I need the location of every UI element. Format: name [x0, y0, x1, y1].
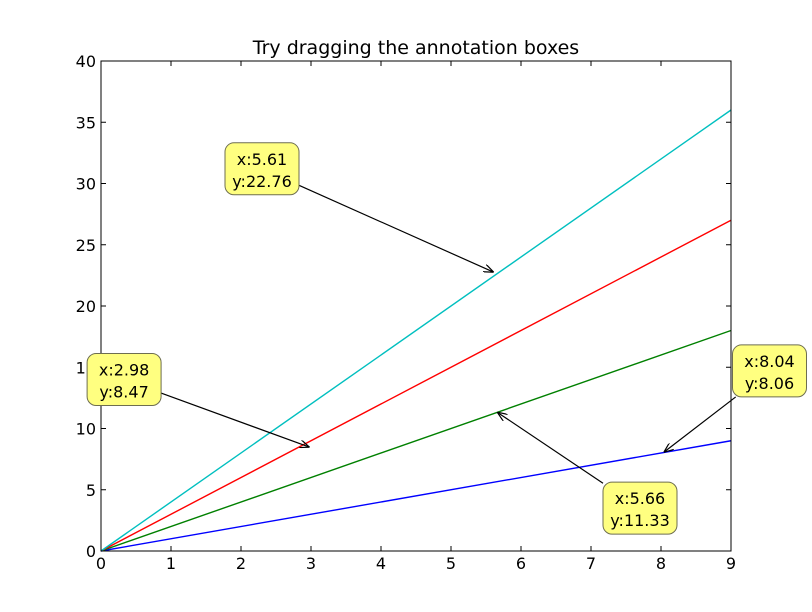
annotation-y-label: y:8.06	[745, 374, 794, 393]
y-tick-label: 10	[76, 420, 96, 439]
series-layer	[100, 109, 732, 552]
series-line-0	[100, 440, 732, 552]
annotation-box-2[interactable]: x:5.66 y:11.33	[497, 412, 678, 535]
annotation-arrow	[497, 412, 604, 484]
annotation-x-label: x:5.66	[615, 489, 665, 508]
y-tick-label: 35	[76, 113, 96, 132]
annotation-arrow	[298, 184, 494, 272]
x-tick-label: 7	[586, 554, 596, 573]
annotation-box-1[interactable]: x:2.98 y:8.47	[86, 353, 310, 448]
x-tick-label: 6	[516, 554, 526, 573]
plot-frame	[100, 60, 732, 552]
annotation-y-label: y:22.76	[232, 172, 292, 191]
annotation-box-bg[interactable]	[602, 481, 678, 535]
y-tick-label: 30	[76, 175, 96, 194]
annotation-y-label: y:11.33	[610, 511, 670, 530]
annotation-x-label: x:8.04	[744, 352, 794, 371]
annotation-layer[interactable]: x:5.61y:22.76x:2.98y:8.47x:5.66y:11.33x:…	[86, 142, 807, 535]
x-tick-label: 2	[236, 554, 246, 573]
x-tick-label: 3	[306, 554, 316, 573]
y-tick-label: 25	[76, 236, 96, 255]
series-line-2	[100, 219, 732, 552]
x-tick-label: 0	[96, 554, 106, 573]
annotation-x-label: x:2.98	[99, 361, 149, 380]
annotation-box-bg[interactable]	[86, 353, 162, 406]
x-tick-label: 8	[656, 554, 666, 573]
annotation-box-0[interactable]: x:5.61 y:22.76	[224, 142, 494, 272]
annotation-x-label: x:5.61	[237, 150, 287, 169]
chart-title: Try dragging the annotation boxes	[252, 37, 579, 59]
annotation-box-bg[interactable]	[732, 344, 807, 398]
annotation-arrow	[664, 396, 737, 452]
y-tick-label: 40	[76, 52, 96, 71]
x-tick-label: 4	[376, 554, 386, 573]
annotation-y-label: y:8.47	[99, 383, 148, 402]
series-line-1	[100, 329, 732, 552]
x-tick-label: 5	[446, 554, 456, 573]
y-tick-label: 0	[86, 542, 96, 561]
series-line-3	[100, 109, 732, 552]
annotation-arrow	[160, 392, 310, 447]
x-tick-label: 1	[166, 554, 176, 573]
x-tick-label: 9	[726, 554, 736, 573]
annotation-box-3[interactable]: x:8.04 y:8.06	[664, 344, 807, 452]
y-tick-label: 5	[86, 481, 96, 500]
annotation-box-bg[interactable]	[224, 142, 300, 196]
y-tick-label: 20	[76, 297, 96, 316]
